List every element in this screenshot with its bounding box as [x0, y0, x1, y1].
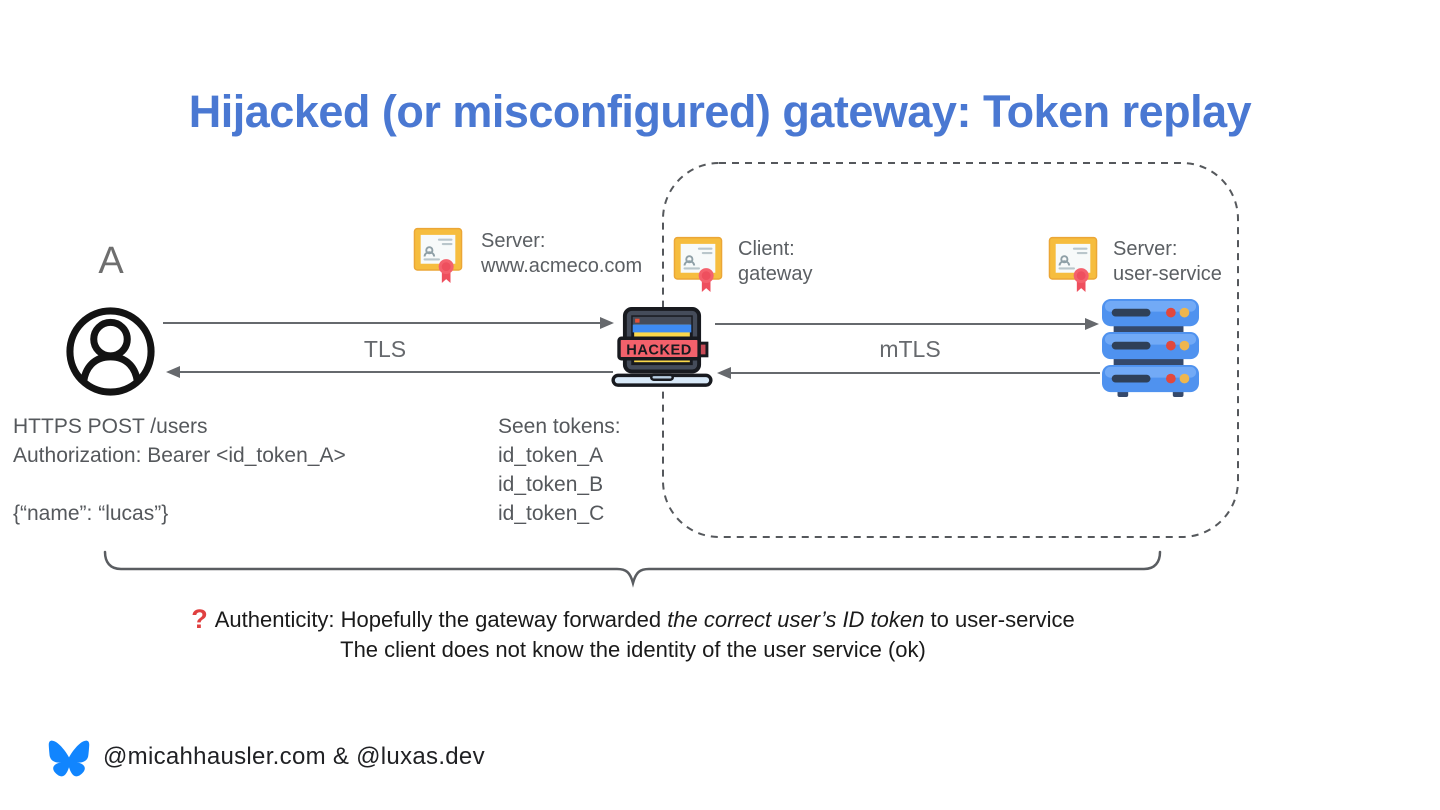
authenticity-text-italic: the correct user’s ID token [667, 607, 925, 632]
authenticity-text-post: to user-service [924, 607, 1075, 632]
seen-token-c: id_token_C [498, 502, 605, 525]
seen-tokens-block: Seen tokens: id_token_A id_token_B id_to… [498, 412, 621, 528]
bluesky-logo-icon [48, 740, 90, 777]
cert-acmeco-label: Server: www.acmeco.com [481, 229, 642, 278]
tls-arrow-right [163, 317, 614, 329]
tls-arrow-left [166, 366, 613, 378]
cert-gateway-line2: gateway [738, 262, 813, 285]
mtls-arrow-right [715, 318, 1099, 330]
hacked-sticker: HACKED [626, 342, 692, 358]
authenticity-text-pre: Authenticity: Hopefully the gateway forw… [214, 607, 668, 632]
trust-boundary-dashed-box [662, 162, 1239, 538]
seen-token-b: id_token_B [498, 473, 604, 496]
cert-userservice-line2: user-service [1113, 262, 1222, 285]
footer-handles: @micahhausler.com & @luxas.dev [103, 743, 485, 770]
request-line-authorization: Authorization: Bearer <id_token_A> [13, 444, 346, 467]
question-mark: ? [191, 604, 208, 634]
slide-title: Hijacked (or misconfigured) gateway: Tok… [188, 86, 1252, 137]
seen-token-a: id_token_A [498, 444, 604, 467]
request-line-blank [13, 470, 346, 499]
cert-gateway-line1: Client: [738, 238, 795, 260]
cert-userservice-line1: Server: [1113, 238, 1178, 260]
request-line-method: HTTPS POST /users [13, 415, 208, 438]
summary-brace [103, 550, 1162, 588]
cert-gateway-icon [673, 236, 723, 296]
request-line-body: {“name”: “lucas”} [13, 502, 169, 525]
client-identity-line: The client does not know the identity of… [340, 637, 926, 662]
gateway-laptop-icon: HACKED [611, 307, 713, 387]
request-block: HTTPS POST /users Authorization: Bearer … [13, 412, 346, 528]
tls-label: TLS [363, 336, 407, 362]
cert-gateway-label: Client: gateway [738, 237, 813, 286]
cert-acmeco-line1: Server: [481, 230, 546, 252]
cert-acmeco-icon [413, 227, 463, 287]
cert-acmeco-line2: www.acmeco.com [481, 254, 643, 277]
note-block: ? Authenticity: Hopefully the gateway for… [133, 604, 1133, 665]
cert-userservice-label: Server: user-service [1113, 237, 1222, 286]
cert-userservice-icon [1048, 236, 1098, 296]
mtls-arrow-left [717, 367, 1100, 379]
seen-tokens-header: Seen tokens: [498, 415, 621, 438]
mtls-label: mTLS [879, 336, 941, 362]
actor-label: A [98, 240, 124, 282]
authenticity-line: ? Authenticity: Hopefully the gateway for… [133, 604, 1133, 635]
server-stack-icon [1102, 299, 1199, 397]
user-icon [66, 307, 155, 396]
